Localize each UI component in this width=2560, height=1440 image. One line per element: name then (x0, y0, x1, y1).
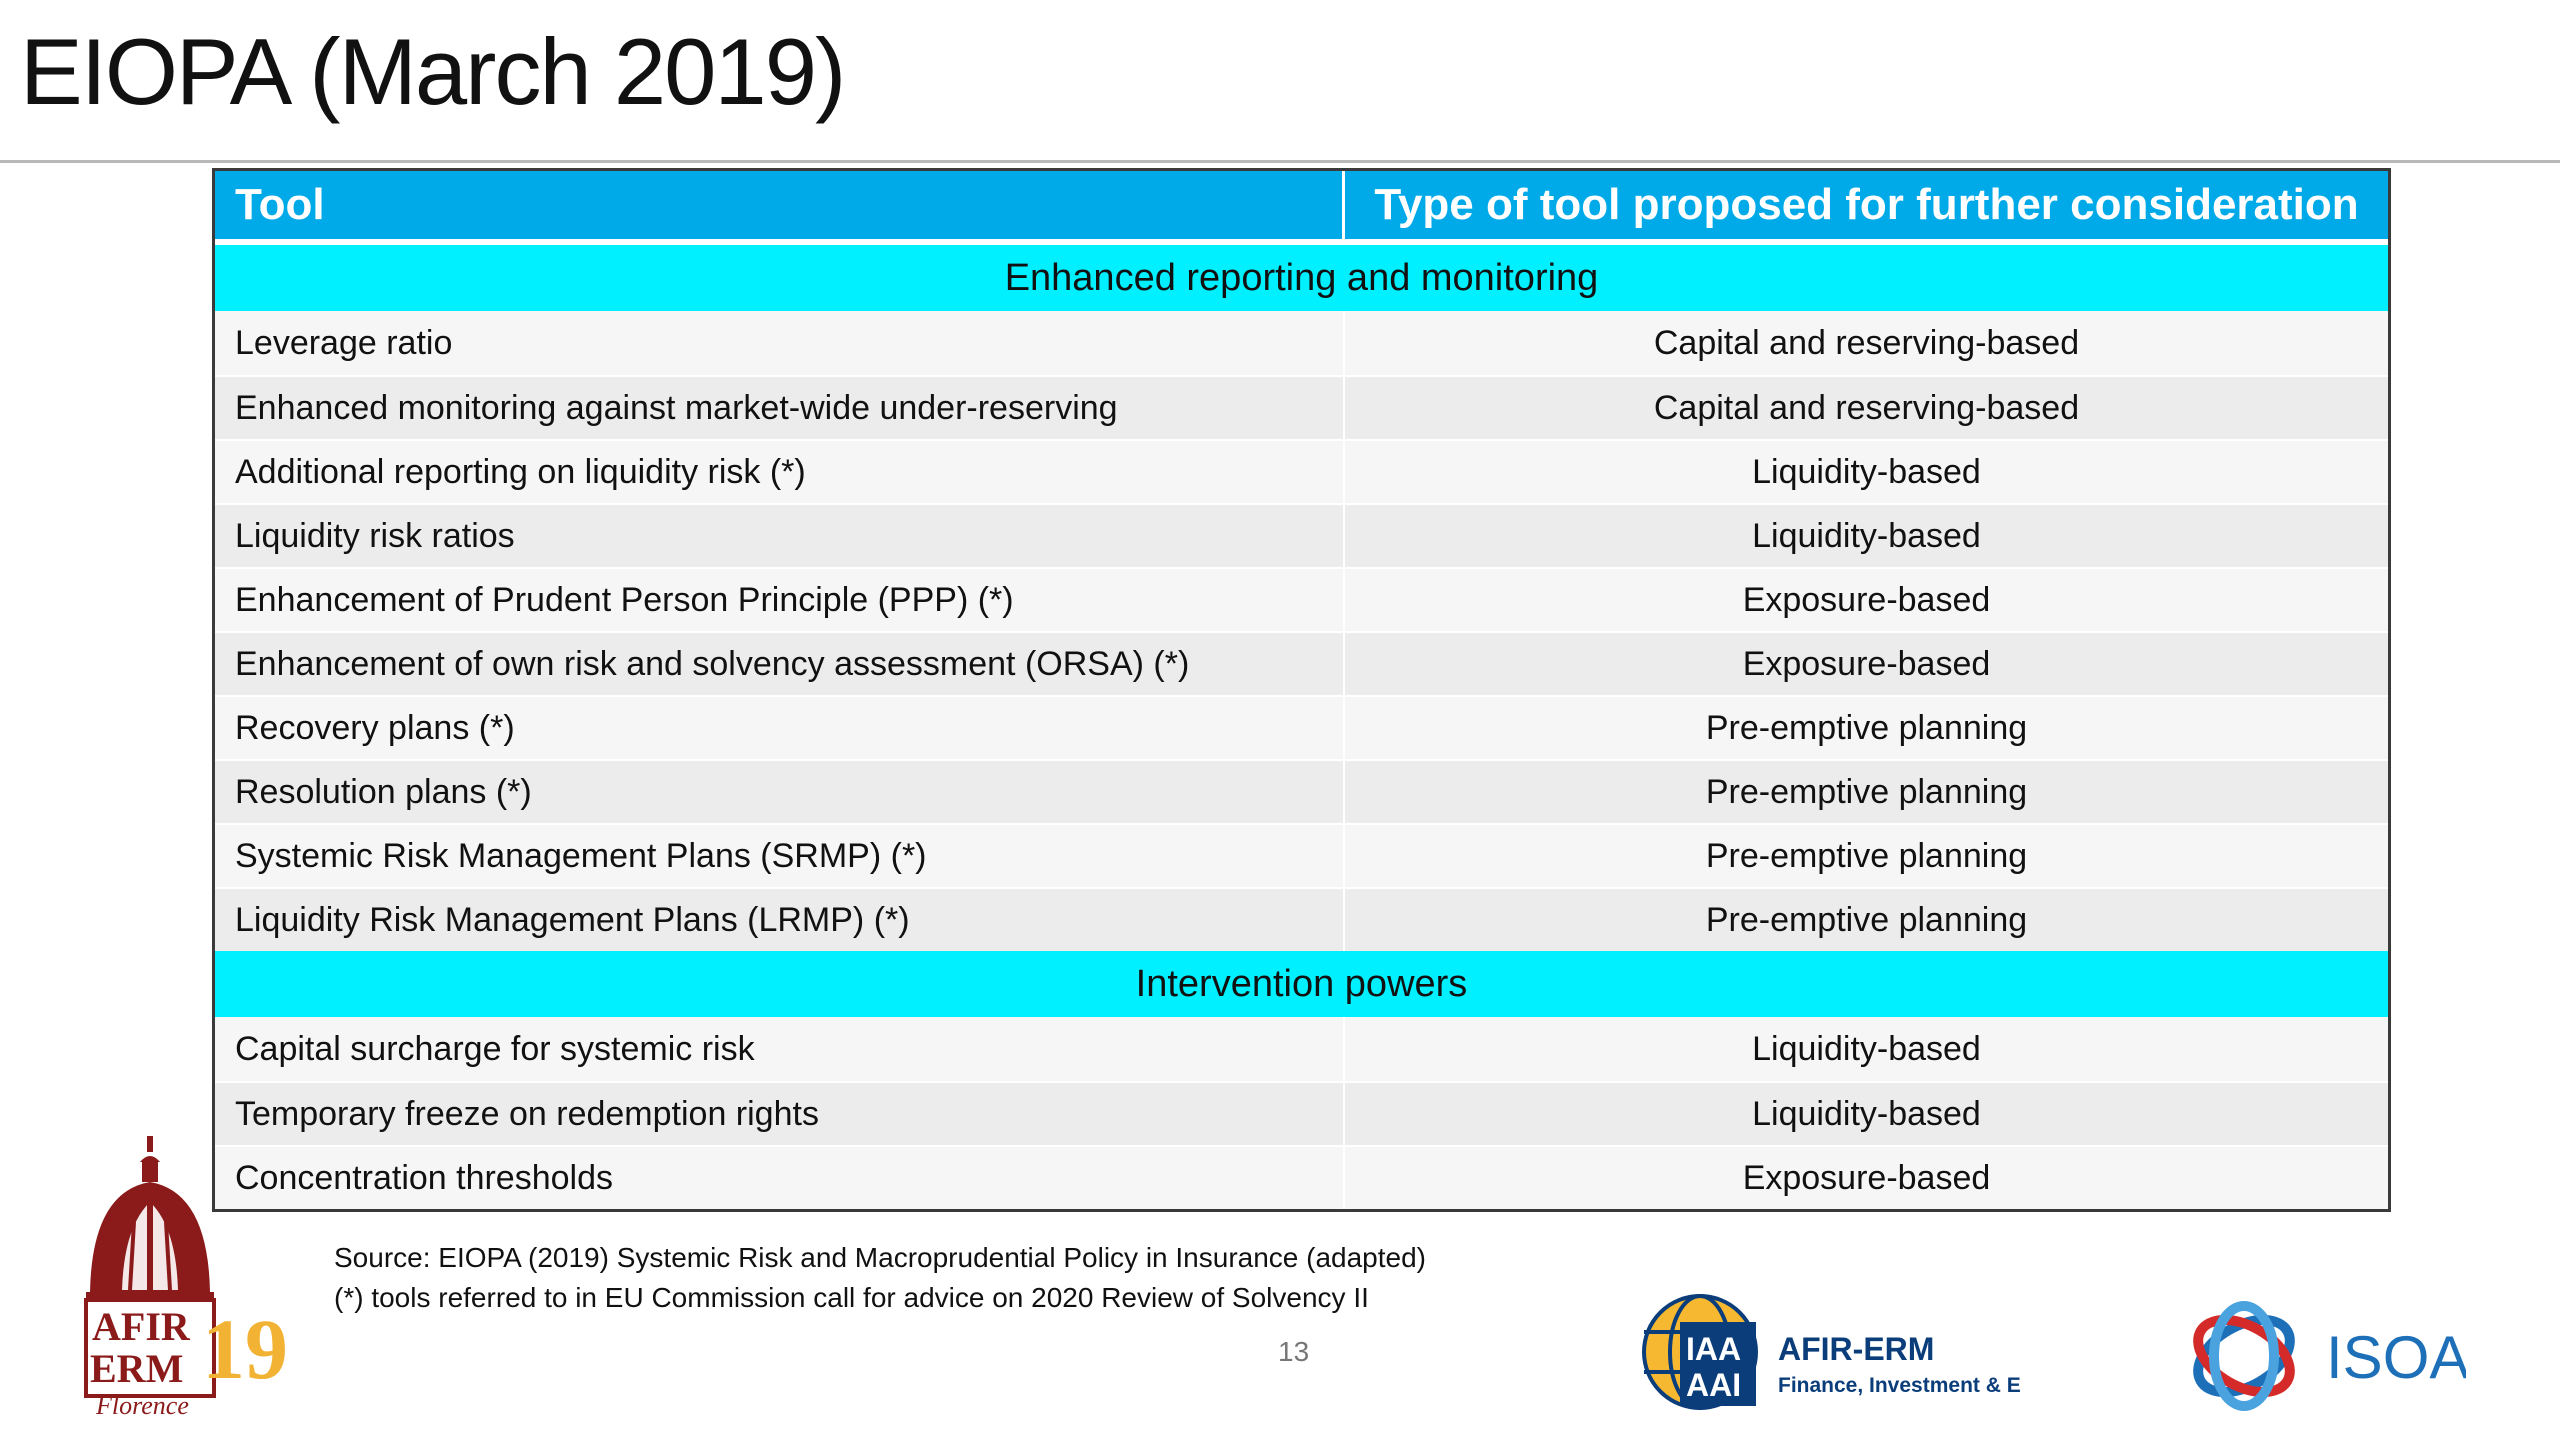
logo-afir-text: AFIR (92, 1304, 191, 1349)
tool-name-cell: Capital surcharge for systemic risk (215, 1017, 1345, 1081)
table-row: Resolution plans (*) Pre-emptive planning (215, 759, 2388, 823)
table-row: Temporary freeze on redemption rights Liq… (215, 1081, 2388, 1145)
isoa-name: ISOA (2326, 1324, 2466, 1391)
table-row: Enhancement of Prudent Person Principle … (215, 567, 2388, 631)
header-tool-type: Type of tool proposed for further consid… (1374, 180, 2359, 229)
tool-type-cell: Liquidity-based (1752, 516, 1981, 555)
tool-name-cell: Temporary freeze on redemption rights (215, 1083, 1345, 1145)
tool-type-cell: Liquidity-based (1752, 452, 1981, 491)
tool-name-cell: Recovery plans (*) (215, 697, 1345, 759)
isoa-logo: ISOA (2193, 1301, 2466, 1411)
table-row: Enhanced monitoring against market-wide … (215, 375, 2388, 439)
iaa-afir-erm-logo: IAA AAI AFIR-ERM Finance, Investment & E… (1642, 1294, 2020, 1410)
table-row: Systemic Risk Management Plans (SRMP) (*… (215, 823, 2388, 887)
table-body: Enhanced reporting and monitoring Leverag… (215, 245, 2388, 1209)
tool-type-cell: Exposure-based (1742, 644, 1991, 683)
tool-name-cell: Concentration thresholds (215, 1147, 1345, 1209)
tool-type-cell: Pre-emptive planning (1705, 772, 2028, 811)
table-row: Concentration thresholds Exposure-based (215, 1145, 2388, 1209)
title-divider (0, 160, 2560, 163)
tool-name-cell: Additional reporting on liquidity risk (… (215, 441, 1345, 503)
tools-table: Tool Type of tool proposed for further c… (212, 168, 2391, 1212)
tool-type-cell: Liquidity-based (1752, 1029, 1981, 1068)
logo-erm-text: ERM (90, 1346, 183, 1391)
section-header-row: Enhanced reporting and monitoring (215, 245, 2388, 311)
tool-type-cell: Capital and reserving-based (1653, 323, 2080, 362)
tool-name-cell: Enhanced monitoring against market-wide … (215, 377, 1345, 439)
tool-name-cell: Enhancement of Prudent Person Principle … (215, 569, 1345, 631)
source-citation: Source: EIOPA (2019) Systemic Risk and M… (334, 1242, 1426, 1273)
rings-icon (2193, 1301, 2295, 1411)
section-header-row: Intervention powers (215, 951, 2388, 1017)
asterisk-footnote: (*) tools referred to in EU Commission c… (334, 1282, 1369, 1313)
tool-type-cell: Capital and reserving-based (1653, 388, 2080, 427)
tool-type-cell: Pre-emptive planning (1705, 900, 2028, 939)
tool-name-cell: Enhancement of own risk and solvency ass… (215, 633, 1345, 695)
table-row: Recovery plans (*) Pre-emptive planning (215, 695, 2388, 759)
aai-badge-text: AAI (1686, 1367, 1741, 1403)
table-row: Leverage ratio Capital and reserving-base… (215, 311, 2388, 375)
page-number: 13 (1278, 1336, 1310, 1367)
tool-type-cell: Pre-emptive planning (1705, 708, 2028, 747)
logo-city-text: Florence (95, 1391, 189, 1420)
table-row: Enhancement of own risk and solvency ass… (215, 631, 2388, 695)
tool-type-cell: Pre-emptive planning (1705, 836, 2028, 875)
table-row: Additional reporting on liquidity risk (… (215, 439, 2388, 503)
iaa-badge-text: IAA (1686, 1331, 1741, 1367)
header-tool: Tool (215, 171, 1345, 239)
tool-name-cell: Leverage ratio (215, 311, 1345, 375)
dome-icon (84, 1136, 216, 1398)
table-row: Liquidity Risk Management Plans (LRMP) (… (215, 887, 2388, 951)
globe-icon (1642, 1294, 1758, 1410)
afir-erm-tagline: Finance, Investment & ERM (1778, 1374, 2020, 1397)
logo-year-text: 19 (202, 1301, 288, 1397)
table-header-row: Tool Type of tool proposed for further c… (215, 171, 2388, 245)
afir-erm-name: AFIR-ERM (1778, 1331, 1934, 1367)
tool-type-cell: Liquidity-based (1752, 1094, 1981, 1133)
afir-erm-19-logo: AFIR ERM 19 Florence (84, 1136, 288, 1420)
table-row: Liquidity risk ratios Liquidity-based (215, 503, 2388, 567)
tool-type-cell: Exposure-based (1742, 1158, 1991, 1197)
source-notes: Source: EIOPA (2019) Systemic Risk and M… (334, 1238, 1426, 1318)
table-row: Capital surcharge for systemic risk Liqui… (215, 1017, 2388, 1081)
tool-name-cell: Resolution plans (*) (215, 761, 1345, 823)
tool-name-cell: Liquidity risk ratios (215, 505, 1345, 567)
tool-name-cell: Systemic Risk Management Plans (SRMP) (*… (215, 825, 1345, 887)
slide-title: EIOPA (March 2019) (20, 19, 846, 124)
tool-type-cell: Exposure-based (1742, 580, 1991, 619)
tool-name-cell: Liquidity Risk Management Plans (LRMP) (… (215, 889, 1345, 951)
